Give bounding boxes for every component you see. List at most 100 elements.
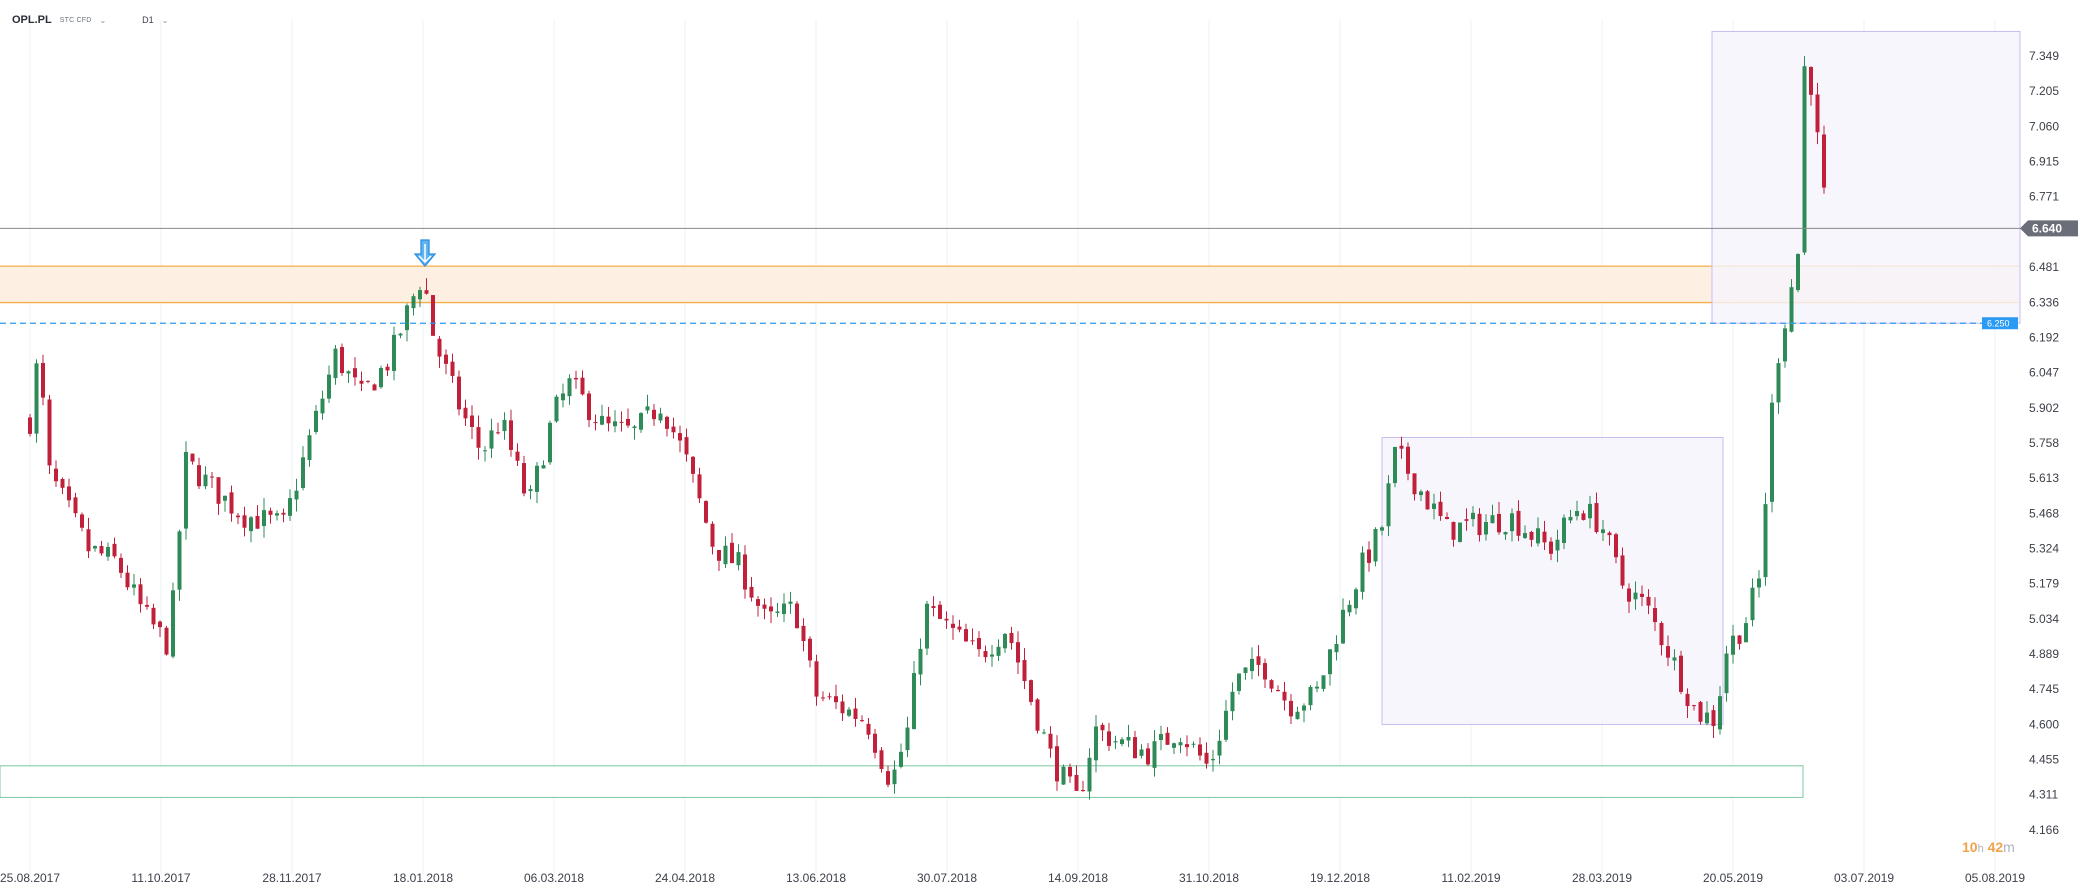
candle-body [1783,328,1787,362]
x-tick-label: 18.01.2018 [393,871,453,885]
candle-body [866,723,871,735]
candle-body [1100,724,1105,731]
candle-body [171,590,175,657]
x-tick-label: 05.08.2019 [1965,871,2025,885]
candle-body [1412,473,1417,495]
y-tick-label: 6.336 [2029,295,2059,309]
candle-body [1211,758,1215,761]
candle-body [1536,528,1540,544]
candle-body [1029,680,1033,702]
x-tick-label: 28.11.2017 [262,871,321,885]
y-tick-label: 5.179 [2029,577,2059,591]
chevron-down-icon[interactable]: ⌄ [161,15,169,25]
candle-body [457,376,461,410]
candle-body [1711,710,1716,726]
candle-body [132,584,136,588]
candle-body [1588,503,1592,519]
y-tick-label: 6.047 [2029,366,2059,380]
candle-body [47,399,52,466]
candle-body [509,420,513,450]
candle-body [1198,744,1202,756]
candle-body [704,501,708,523]
candle-body [177,531,182,590]
timeframe-selector[interactable]: D1 [142,15,154,25]
candle-body [1146,748,1150,765]
candle-body [392,334,396,371]
candle-body [1581,513,1586,520]
candle-body [1471,512,1475,520]
candle-body [1003,633,1007,649]
candle-body [145,604,149,607]
symbol-label[interactable]: OPL.PL [12,14,52,26]
candle-body [1815,94,1820,133]
x-tick-label: 28.03.2019 [1572,871,1632,885]
y-tick-label: 5.034 [2029,612,2059,626]
candle-body [925,603,929,649]
candle-body [944,618,949,621]
candle-body [938,604,942,619]
chevron-down-icon[interactable]: ⌄ [99,15,107,25]
y-tick-label: 6.915 [2029,155,2059,169]
candle-body [151,607,156,625]
candle-body [1360,552,1365,592]
candle-body [106,546,110,557]
candle-body [1685,693,1690,707]
candle-body [1666,646,1670,658]
candle-body [762,604,767,609]
candle-body [411,296,416,309]
candle-body [892,769,897,785]
y-tick-label: 5.468 [2029,506,2059,520]
candle-body [398,333,403,336]
candle-body [1523,533,1527,538]
candle-body [437,338,442,357]
candle-body [515,451,520,461]
candle-body [1042,732,1046,734]
candle-body [548,422,552,463]
candle-body [307,435,312,460]
candle-body [1191,743,1196,745]
candle-body [119,557,123,573]
candle-body [730,542,734,564]
candle-body [294,490,299,500]
candle-body [1497,513,1501,533]
countdown-minutes: 42 [1987,839,2004,855]
candle-body [899,751,903,767]
candle-body [1568,516,1573,521]
candle-body [1789,287,1794,332]
x-tick-label: 25.08.2017 [0,871,60,885]
candle-body [983,651,988,658]
candle-body [1269,680,1274,689]
candle-body [1016,642,1020,663]
candle-body [502,419,507,432]
candle-body [1724,653,1729,694]
candlestick-series [28,56,1826,800]
y-tick-label: 4.311 [2029,788,2058,802]
candle-body [1809,67,1813,95]
candle-body [1276,689,1280,692]
candle-body [1321,675,1326,689]
candle-body [268,510,273,515]
candle-body [197,465,201,487]
candle-body [626,418,630,426]
candle-body [977,638,981,650]
candle-body [723,545,728,565]
candle-body [470,415,474,427]
candle-body [1315,686,1319,689]
candle-body [1178,742,1183,746]
x-tick-label: 20.05.2019 [1703,871,1763,885]
candle-body [496,432,500,434]
candle-body [1165,732,1170,745]
candle-body [613,421,617,427]
candle-body [255,515,260,529]
candle-body [528,489,533,492]
candle-body [1009,632,1014,644]
candle-body [1302,705,1306,711]
candle-body [1048,733,1053,749]
candle-body [1126,736,1131,741]
candle-body [372,384,377,391]
candle-body [125,572,130,588]
candle-body [1763,504,1768,578]
candle-body [873,733,877,753]
candle-body [1224,710,1228,740]
